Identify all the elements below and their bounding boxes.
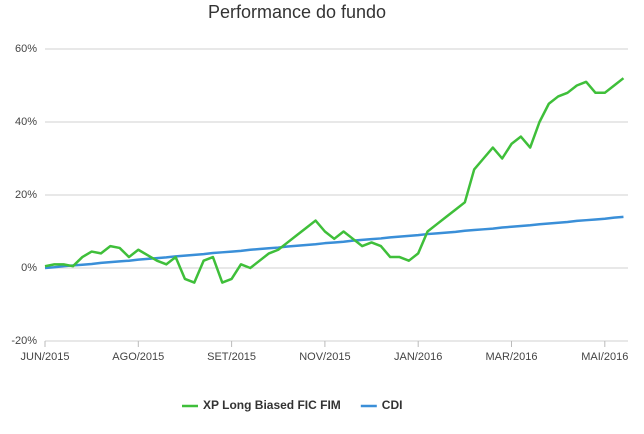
x-tick-label: JUN/2015 bbox=[21, 351, 70, 363]
series-line bbox=[44, 215, 624, 270]
x-tick-label: AGO/2015 bbox=[112, 351, 164, 363]
y-tick-label: 20% bbox=[15, 189, 37, 201]
series-line bbox=[44, 77, 625, 284]
chart-title: Performance do fundo bbox=[208, 2, 386, 22]
x-tick-label: MAR/2016 bbox=[486, 351, 538, 363]
legend-label: CDI bbox=[382, 398, 403, 412]
y-tick-label: 0% bbox=[21, 262, 37, 274]
x-tick-label: NOV/2015 bbox=[299, 351, 350, 363]
y-tick-label: -20% bbox=[11, 335, 37, 347]
y-tick-label: 40% bbox=[15, 116, 37, 128]
legend-label: XP Long Biased FIC FIM bbox=[203, 398, 341, 412]
x-tick-label: MAI/2016 bbox=[581, 351, 628, 363]
x-tick-label: SET/2015 bbox=[207, 351, 256, 363]
y-tick-label: 60% bbox=[15, 43, 37, 55]
x-tick-label: JAN/2016 bbox=[394, 351, 442, 363]
